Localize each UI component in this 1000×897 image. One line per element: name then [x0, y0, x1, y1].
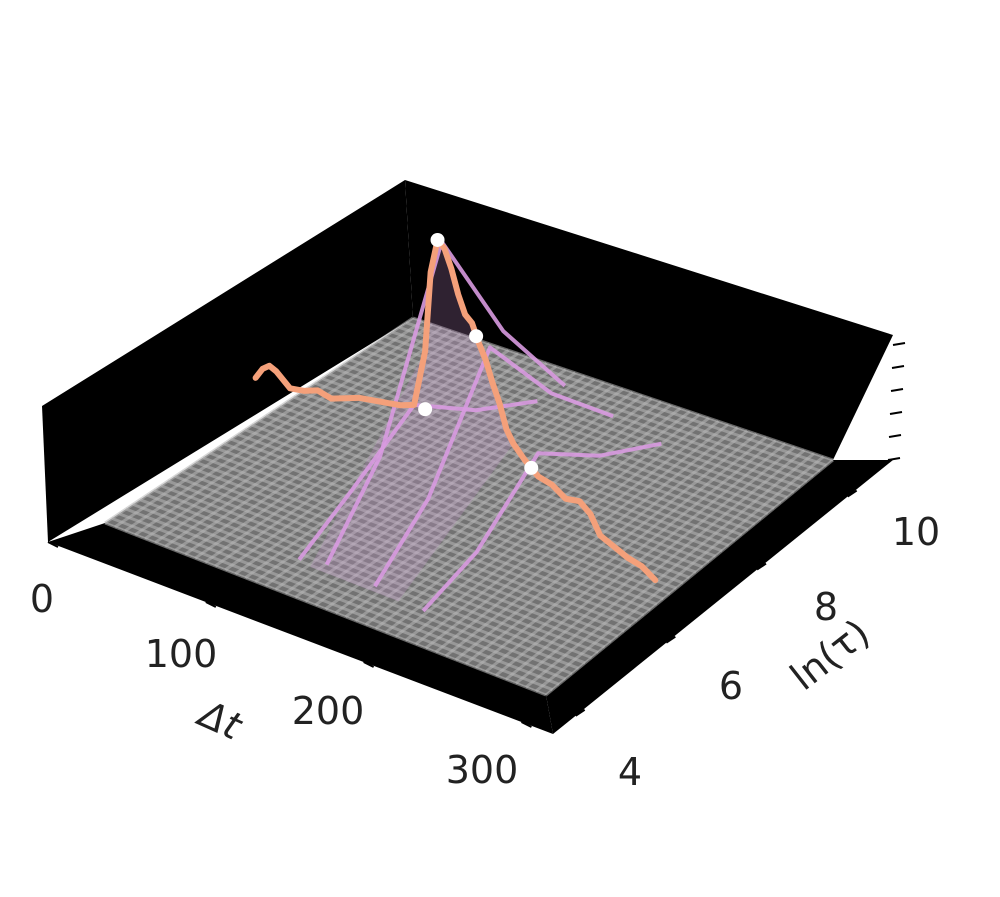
main-curve: [252, 236, 659, 584]
marker-point-3: [524, 460, 539, 475]
slice-line-1: [373, 345, 614, 588]
z-tick-mark: [889, 411, 903, 415]
grid-line: [328, 372, 756, 526]
grid-line: [342, 363, 769, 515]
marker-point-2: [469, 329, 484, 344]
grid-line: [334, 391, 634, 615]
x-tick-mark: [520, 721, 532, 728]
grid-line: [293, 395, 723, 553]
x-tick-mark: [205, 601, 217, 608]
floor-grid: [104, 316, 834, 697]
peak-shading: [310, 239, 514, 602]
y-tick-label: 8: [814, 585, 838, 629]
grid-line: [370, 344, 795, 494]
grid-line: [484, 439, 777, 673]
left-lower-pane: [48, 523, 553, 734]
grid-line: [356, 353, 782, 505]
z-tick-mark: [891, 365, 905, 369]
grid-line: [405, 321, 827, 467]
grid-line: [344, 394, 643, 619]
grid-line: [494, 442, 787, 677]
grid-line: [545, 458, 834, 697]
slice-line-2: [421, 441, 662, 613]
x-tick-label: 300: [446, 748, 519, 792]
grid-line: [454, 429, 749, 661]
grid-line: [514, 449, 806, 685]
plot-layer: [252, 232, 662, 613]
grid-line: [398, 325, 821, 473]
y-axis-ticks: 4 6 8 10: [575, 489, 940, 794]
y-tick-label: 6: [719, 664, 743, 708]
grid-line: [412, 316, 834, 462]
grid-line: [391, 330, 814, 478]
grid-line: [300, 391, 730, 547]
y-tick-mark: [665, 635, 676, 644]
z-axis-ticks: [887, 342, 906, 461]
right-back-pane: [405, 180, 893, 460]
grid-line: [374, 403, 672, 630]
y-tick-mark: [575, 708, 586, 717]
grid-line: [364, 400, 663, 626]
z-tick-mark: [890, 388, 904, 392]
grid-line: [504, 445, 796, 681]
grid-line: [272, 409, 704, 569]
x-tick-label: 100: [145, 632, 218, 676]
marker-point-1: [430, 232, 445, 247]
grid-line: [377, 339, 801, 489]
grid-line: [414, 416, 710, 646]
left-back-pane: [42, 180, 413, 542]
y-tick-label: 10: [892, 510, 940, 554]
grid-line: [314, 381, 743, 537]
x-tick-mark: [47, 541, 59, 548]
y-tick-mark: [847, 489, 858, 498]
grid-line: [434, 423, 729, 654]
z-tick-mark: [887, 457, 901, 461]
grid-line: [363, 349, 788, 499]
grid-line: [279, 405, 710, 563]
x-tick-mark: [363, 661, 375, 668]
grid-line: [384, 407, 682, 634]
z-tick-mark: [892, 342, 906, 346]
x-axis-ticks: 0 100 200 300: [30, 541, 532, 792]
right-lower-pane: [546, 460, 893, 734]
grid-line: [265, 414, 697, 574]
y-tick-label: 4: [618, 750, 642, 794]
grid-line: [404, 413, 701, 642]
grid-line: [335, 367, 762, 521]
marker-point-0: [418, 402, 433, 417]
grid-line: [307, 386, 736, 542]
grid-line: [286, 400, 717, 558]
grid-line: [525, 452, 815, 689]
grid-line: [464, 433, 758, 665]
grid-line: [535, 455, 825, 693]
grid-line: [424, 420, 720, 650]
x-tick-label: 200: [292, 689, 365, 733]
z-tick-mark: [888, 434, 902, 438]
grid-line: [444, 426, 739, 658]
x-tick-label: 0: [30, 577, 54, 621]
y-tick-mark: [756, 562, 767, 571]
